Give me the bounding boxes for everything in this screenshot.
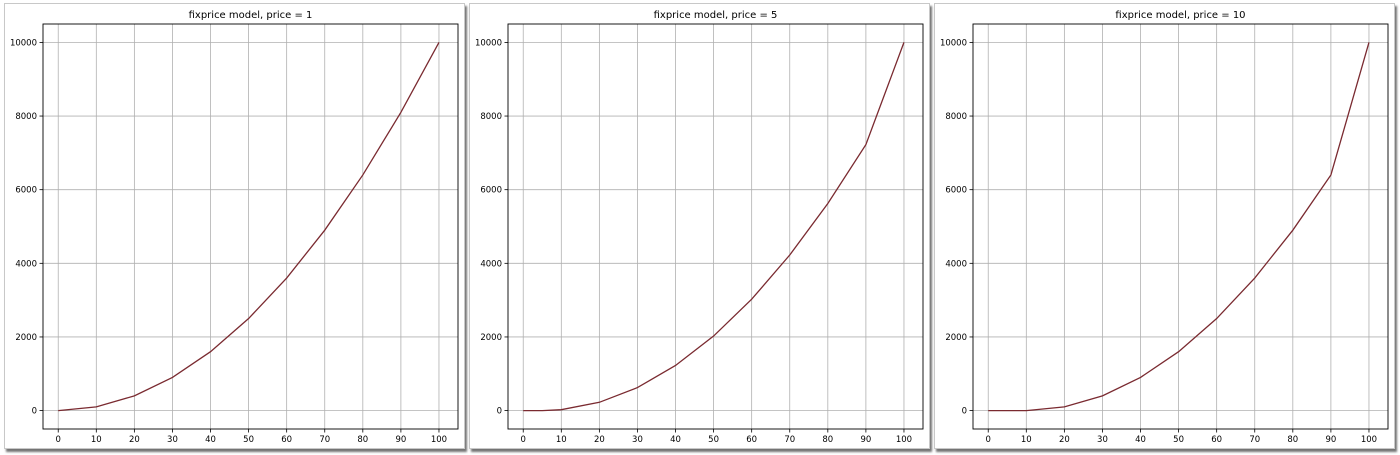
x-tick-label: 50 xyxy=(243,435,254,445)
y-tick-label: 2000 xyxy=(15,333,37,343)
chart-title: fixprice model, price = 10 xyxy=(1115,10,1245,21)
y-tick-label: 10000 xyxy=(940,38,967,48)
x-tick-label: 70 xyxy=(784,435,795,445)
chart-title: fixprice model, price = 1 xyxy=(189,10,313,21)
x-tick-label: 60 xyxy=(281,435,292,445)
x-tick-label: 40 xyxy=(1135,435,1146,445)
x-tick-label: 40 xyxy=(205,435,216,445)
y-tick-label: 6000 xyxy=(15,186,37,196)
chart-title: fixprice model, price = 5 xyxy=(654,10,778,21)
y-tick-label: 6000 xyxy=(480,186,502,196)
x-tick-label: 90 xyxy=(1325,435,1336,445)
x-tick-label: 50 xyxy=(1173,435,1184,445)
x-tick-label: 90 xyxy=(395,435,406,445)
x-tick-label: 50 xyxy=(708,435,719,445)
y-tick-label: 2000 xyxy=(480,333,502,343)
y-tick-label: 4000 xyxy=(945,259,967,269)
y-tick-label: 0 xyxy=(32,407,37,417)
chart-svg: fixprice model, price = 5 0 10 20 30 40 50 60 70… xyxy=(475,10,924,445)
y-tick-label: 8000 xyxy=(480,112,502,122)
y-tick-label: 8000 xyxy=(15,112,37,122)
x-tick-label: 70 xyxy=(1249,435,1260,445)
y-tick-label: 6000 xyxy=(945,186,967,196)
plot-frame xyxy=(507,23,924,430)
series-line xyxy=(523,42,905,412)
x-tick-label: 70 xyxy=(319,435,330,445)
x-tick-label: 80 xyxy=(357,435,368,445)
chart-panel-price-1: fixprice model, price = 1 0 10 20 30 40 50 60 70… xyxy=(4,3,465,449)
y-tick-label: 4000 xyxy=(480,259,502,269)
x-tick-label: 0 xyxy=(986,435,991,445)
plot-frame xyxy=(972,23,1389,430)
x-tick-label: 10 xyxy=(556,435,567,445)
y-tick-label: 0 xyxy=(497,407,502,417)
x-tick-label: 100 xyxy=(1361,435,1377,445)
x-tick-label: 100 xyxy=(896,435,912,445)
chart-svg: fixprice model, price = 1 0 10 20 30 40 50 60 70… xyxy=(10,10,459,445)
series-line xyxy=(988,42,1370,412)
series-line xyxy=(58,42,440,412)
x-tick-label: 0 xyxy=(56,435,61,445)
x-tick-label: 10 xyxy=(91,435,102,445)
x-tick-label: 10 xyxy=(1021,435,1032,445)
x-tick-label: 30 xyxy=(632,435,643,445)
x-tick-label: 60 xyxy=(746,435,757,445)
x-tick-label: 20 xyxy=(1059,435,1070,445)
chart-panel-price-10: fixprice model, price = 10 0 10 20 30 40 50 60 7… xyxy=(934,3,1395,449)
y-tick-label: 10000 xyxy=(475,38,502,48)
y-tick-label: 8000 xyxy=(945,112,967,122)
chart-panel-price-5: fixprice model, price = 5 0 10 20 30 40 50 60 70… xyxy=(469,3,930,449)
y-tick-label: 10000 xyxy=(10,38,37,48)
x-tick-label: 100 xyxy=(431,435,447,445)
chart-svg: fixprice model, price = 10 0 10 20 30 40 50 60 7… xyxy=(940,10,1389,445)
x-tick-label: 20 xyxy=(594,435,605,445)
x-tick-label: 80 xyxy=(822,435,833,445)
x-tick-label: 30 xyxy=(1097,435,1108,445)
x-tick-label: 20 xyxy=(129,435,140,445)
y-tick-label: 0 xyxy=(962,407,967,417)
y-tick-label: 4000 xyxy=(15,259,37,269)
x-tick-label: 40 xyxy=(670,435,681,445)
x-tick-label: 30 xyxy=(167,435,178,445)
plot-frame xyxy=(42,23,459,430)
y-tick-label: 2000 xyxy=(945,333,967,343)
x-tick-label: 0 xyxy=(521,435,526,445)
x-tick-label: 60 xyxy=(1211,435,1222,445)
x-tick-label: 90 xyxy=(860,435,871,445)
x-tick-label: 80 xyxy=(1287,435,1298,445)
